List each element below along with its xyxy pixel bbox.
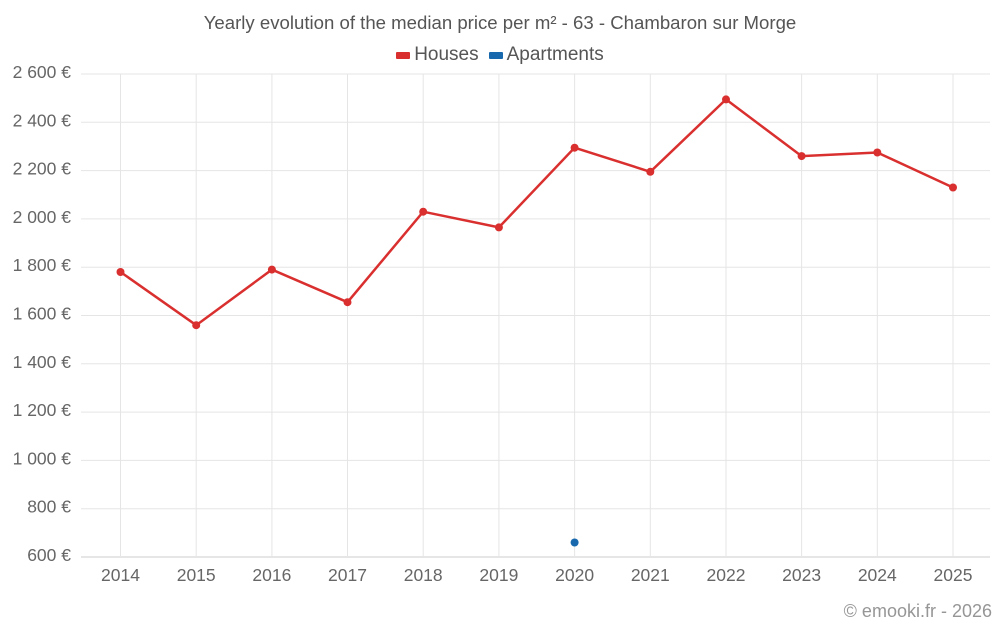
- svg-text:1 200 €: 1 200 €: [13, 400, 72, 420]
- svg-text:1 600 €: 1 600 €: [13, 304, 72, 324]
- svg-text:2015: 2015: [177, 565, 216, 585]
- svg-text:1 000 €: 1 000 €: [13, 448, 72, 468]
- svg-text:600 €: 600 €: [27, 545, 71, 565]
- svg-text:2 600 €: 2 600 €: [13, 62, 72, 82]
- svg-text:2025: 2025: [934, 565, 973, 585]
- svg-text:2022: 2022: [707, 565, 746, 585]
- svg-text:2018: 2018: [404, 565, 443, 585]
- svg-text:2024: 2024: [858, 565, 897, 585]
- svg-text:1 800 €: 1 800 €: [13, 255, 72, 275]
- svg-text:2017: 2017: [328, 565, 367, 585]
- svg-text:1 400 €: 1 400 €: [13, 352, 72, 372]
- svg-text:2020: 2020: [555, 565, 594, 585]
- svg-text:2 400 €: 2 400 €: [13, 110, 72, 130]
- svg-text:2019: 2019: [479, 565, 518, 585]
- svg-text:2 200 €: 2 200 €: [13, 159, 72, 179]
- svg-text:2023: 2023: [782, 565, 821, 585]
- svg-text:2 000 €: 2 000 €: [13, 207, 72, 227]
- svg-text:800 €: 800 €: [27, 497, 71, 517]
- svg-text:2021: 2021: [631, 565, 670, 585]
- svg-text:2016: 2016: [252, 565, 291, 585]
- svg-text:2014: 2014: [101, 565, 140, 585]
